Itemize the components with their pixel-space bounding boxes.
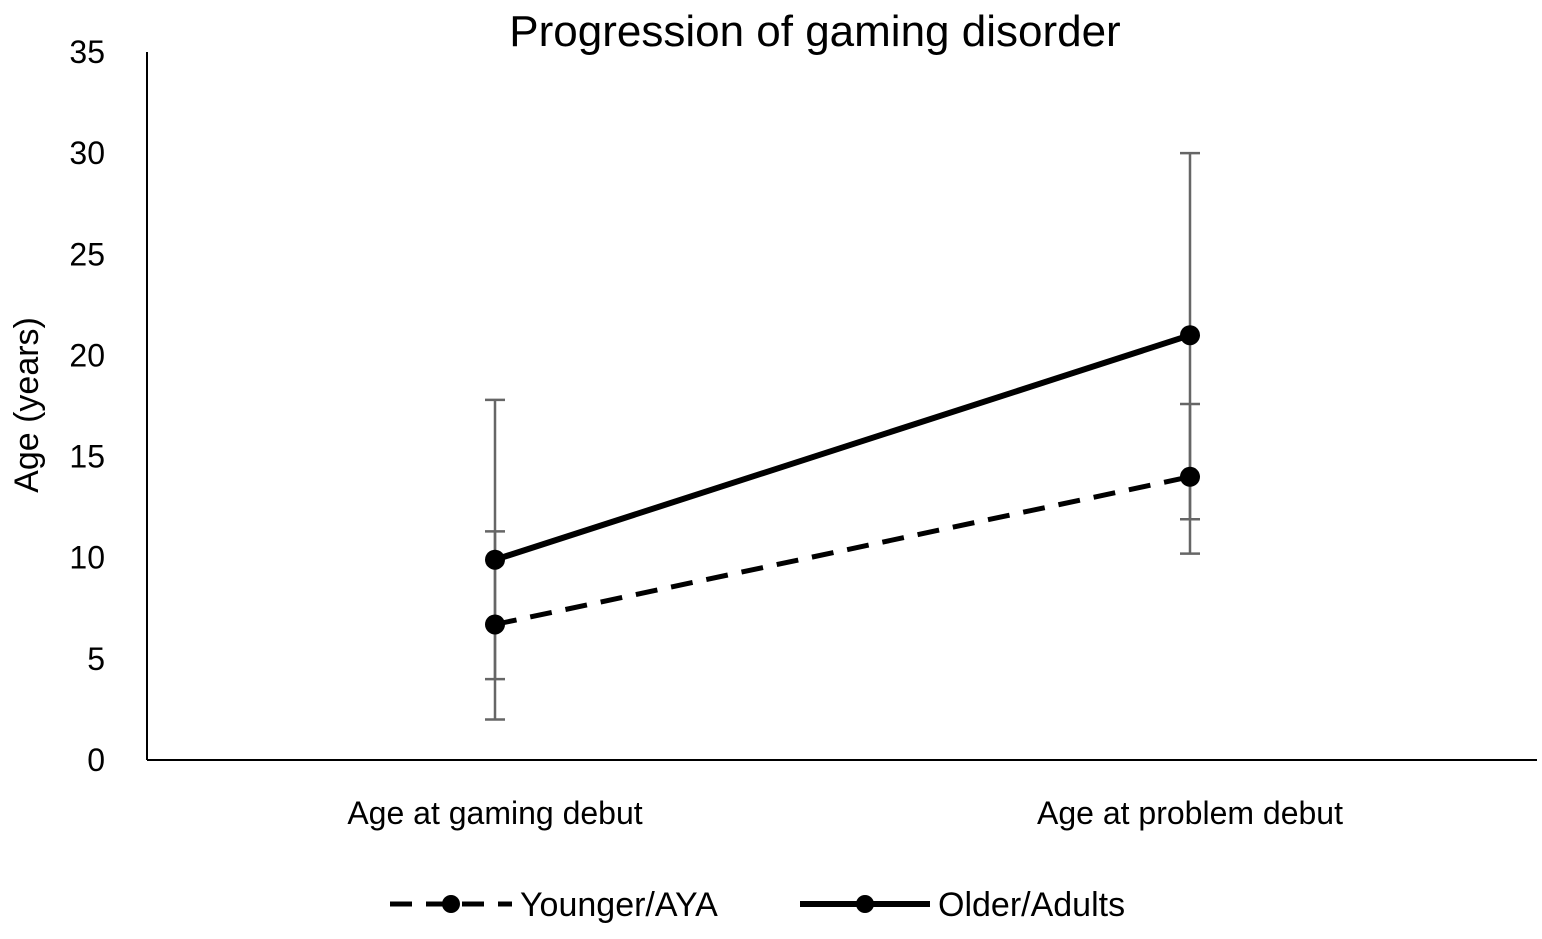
y-tick-label: 0: [87, 742, 105, 778]
data-point-younger-aya: [485, 614, 505, 635]
x-category-label: Age at gaming debut: [347, 795, 642, 831]
chart-title: Progression of gaming disorder: [509, 7, 1120, 56]
y-tick-label: 5: [87, 641, 105, 677]
series-line-older-adults: [494, 332, 1191, 563]
y-tick-label: 35: [69, 34, 105, 70]
legend: Younger/AYA Older/Adults: [390, 886, 1125, 924]
plot-area: 0 5 10 15 20 25 30 35 Age at gaming debut Age at …: [69, 34, 1537, 831]
series-line-younger-aya: [494, 474, 1191, 627]
legend-marker-older-adults: [856, 895, 874, 913]
legend-label-older-adults: Older/Adults: [938, 886, 1125, 924]
data-point-older-adults: [485, 549, 505, 570]
y-tick-label: 15: [69, 439, 105, 475]
data-point-younger-aya: [1180, 466, 1200, 487]
legend-marker-younger-aya: [442, 895, 460, 913]
y-axis-title: Age (years): [8, 317, 46, 493]
legend-label-younger-aya: Younger/AYA: [520, 886, 718, 924]
x-category-label: Age at problem debut: [1037, 795, 1343, 831]
y-tick-label: 20: [69, 337, 105, 373]
y-tick-label: 10: [69, 540, 105, 576]
y-tick-label: 25: [69, 236, 105, 272]
data-point-older-adults: [1180, 325, 1200, 346]
y-tick-label: 30: [69, 135, 105, 171]
